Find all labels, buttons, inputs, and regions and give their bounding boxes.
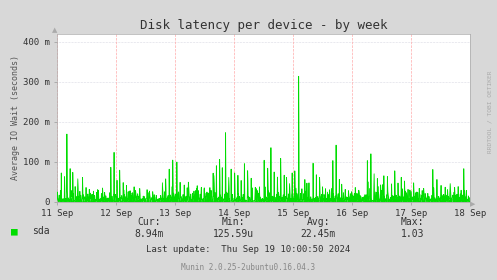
Text: Min:: Min:: [222, 217, 246, 227]
Text: RRDTOOL / TOBI OETIKER: RRDTOOL / TOBI OETIKER: [487, 71, 492, 153]
Text: ■: ■: [11, 226, 18, 236]
Text: Avg:: Avg:: [306, 217, 330, 227]
Text: 1.03: 1.03: [401, 228, 424, 239]
Text: ▶: ▶: [470, 202, 475, 207]
Text: Cur:: Cur:: [137, 217, 161, 227]
Text: 22.45m: 22.45m: [301, 228, 335, 239]
Text: Last update:  Thu Sep 19 10:00:50 2024: Last update: Thu Sep 19 10:00:50 2024: [147, 245, 350, 254]
Text: 8.94m: 8.94m: [134, 228, 164, 239]
Text: sda: sda: [32, 226, 50, 236]
Y-axis label: Average IO Wait (seconds): Average IO Wait (seconds): [11, 55, 20, 180]
Text: Munin 2.0.25-2ubuntu0.16.04.3: Munin 2.0.25-2ubuntu0.16.04.3: [181, 263, 316, 272]
Text: Max:: Max:: [401, 217, 424, 227]
Text: 125.59u: 125.59u: [213, 228, 254, 239]
Text: ▲: ▲: [52, 28, 57, 34]
Title: Disk latency per device - by week: Disk latency per device - by week: [140, 19, 387, 32]
